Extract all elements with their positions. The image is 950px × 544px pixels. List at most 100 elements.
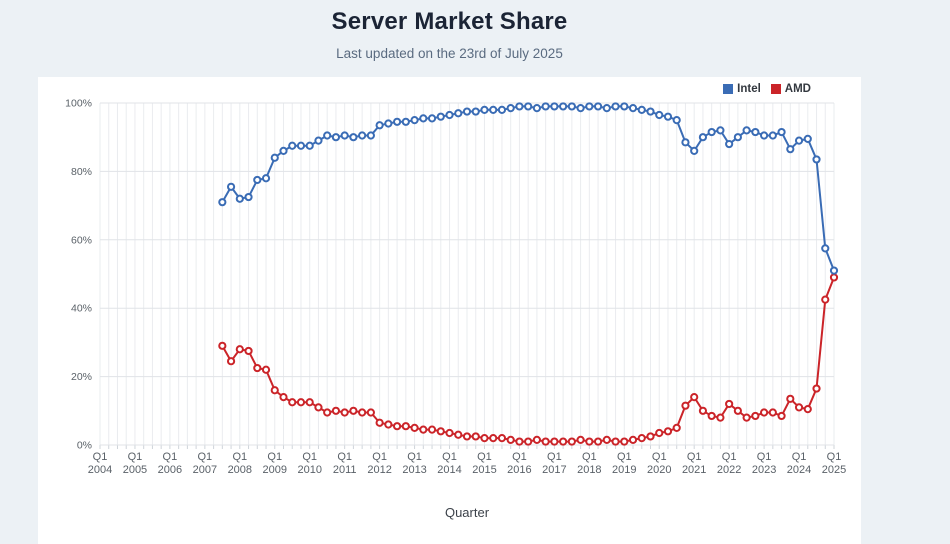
x-tick-quarter-label: Q1: [477, 451, 492, 463]
amd-data-point: [541, 437, 550, 446]
intel-data-point: [524, 102, 533, 111]
amd-data-point: [279, 393, 288, 402]
x-tick-quarter-label: Q1: [267, 451, 282, 463]
amd-data-point: [314, 403, 323, 412]
page-subtitle: Last updated on the 23rd of July 2025: [336, 46, 563, 61]
amd-data-point: [270, 386, 279, 395]
x-tick-year-label: 2006: [158, 464, 182, 476]
intel-data-point: [576, 104, 585, 113]
amd-data-point: [698, 406, 708, 415]
legend: Intel AMD: [723, 83, 811, 95]
intel-data-point: [751, 127, 760, 137]
intel-data-point: [690, 146, 699, 155]
amd-data-point: [786, 394, 795, 403]
amd-data-point: [716, 413, 725, 422]
amd-data-point: [690, 393, 699, 402]
y-tick-label: 40%: [71, 303, 92, 315]
amd-data-point: [296, 398, 306, 407]
intel-data-point: [759, 131, 769, 140]
intel-data-point: [366, 131, 375, 140]
amd-data-point: [218, 341, 227, 350]
x-tick-year-label: 2005: [123, 464, 147, 476]
amd-data-point: [445, 428, 454, 438]
x-tick-quarter-label: Q1: [232, 451, 247, 463]
x-tick-quarter-label: Q1: [547, 451, 562, 463]
x-tick-year-label: 2008: [228, 464, 252, 476]
intel-data-point: [725, 139, 734, 149]
amd-data-point: [777, 411, 786, 421]
amd-data-point: [768, 408, 777, 417]
amd-data-point: [331, 406, 341, 415]
amd-data-point: [392, 422, 402, 431]
x-tick-year-label: 2007: [193, 464, 217, 476]
intel-data-point: [454, 109, 463, 118]
intel-data-point: [270, 153, 279, 162]
amd-data-point: [462, 432, 472, 441]
intel-data-point: [436, 112, 445, 121]
x-tick-quarter-label: Q1: [163, 451, 178, 463]
x-tick-quarter-label: Q1: [128, 451, 143, 463]
intel-data-point: [392, 117, 402, 126]
amd-swatch-icon: [770, 84, 781, 94]
amd-data-point: [550, 437, 559, 446]
x-tick-year-label: 2004: [88, 464, 112, 476]
intel-data-point: [244, 192, 253, 202]
intel-data-point: [698, 133, 708, 142]
amd-data-point: [725, 399, 734, 409]
x-tick-quarter-label: Q1: [337, 451, 352, 463]
intel-data-point: [261, 174, 271, 183]
amd-data-point: [366, 408, 375, 417]
chart-svg: 0%20%40%60%80%100%Q12004Q12005Q12006Q120…: [65, 98, 846, 521]
amd-data-point: [419, 425, 428, 434]
x-tick-year-label: 2012: [367, 464, 391, 476]
x-tick-quarter-label: Q1: [652, 451, 667, 463]
amd-data-point: [620, 437, 629, 446]
intel-data-point: [305, 141, 314, 150]
amd-data-point: [751, 411, 760, 421]
amd-data-point: [637, 434, 646, 443]
intel-data-point: [401, 117, 410, 126]
intel-data-point: [681, 138, 690, 147]
amd-data-point: [794, 403, 804, 412]
x-tick-quarter-label: Q1: [442, 451, 457, 463]
intel-data-point: [279, 146, 288, 155]
x-tick-year-label: 2015: [472, 464, 496, 476]
amd-data-point: [226, 357, 236, 366]
x-tick-year-label: 2014: [437, 464, 461, 476]
chart-card: Intel AMD 0% 20% 40% 60% 80% 100% Q1 2004 Q1 2005 Q…: [38, 77, 861, 544]
intel-data-point: [515, 102, 524, 111]
intel-data-point: [733, 133, 742, 142]
amd-data-point: [821, 295, 830, 304]
intel-data-point: [646, 107, 655, 116]
intel-data-point: [672, 116, 681, 125]
intel-data-point: [218, 198, 227, 207]
amd-data-point: [427, 425, 437, 434]
amd-data-point: [672, 423, 681, 432]
amd-data-point: [524, 437, 533, 446]
amd-data-point: [707, 411, 716, 421]
intel-data-point: [445, 110, 454, 120]
intel-data-point: [427, 114, 437, 123]
legend-item-intel[interactable]: Intel: [723, 83, 761, 95]
amd-data-point: [559, 437, 568, 446]
x-tick-year-label: 2009: [263, 464, 287, 476]
y-tick-label: 60%: [71, 234, 92, 246]
amd-data-point: [497, 434, 507, 443]
amd-data-point: [323, 408, 332, 417]
y-tick-label: 0%: [77, 440, 92, 452]
x-tick-year-label: 2022: [717, 464, 741, 476]
amd-data-point: [759, 408, 769, 417]
amd-data-point: [235, 345, 244, 354]
x-tick-year-label: 2024: [787, 464, 811, 476]
intel-data-point: [384, 119, 393, 128]
amd-data-point: [436, 427, 445, 436]
intel-data-point: [296, 141, 306, 150]
y-tick-label: 100%: [65, 98, 92, 110]
amd-data-point: [733, 406, 742, 415]
x-axis-title: Quarter: [445, 505, 490, 520]
amd-data-point: [244, 346, 253, 356]
legend-item-amd[interactable]: AMD: [770, 83, 811, 95]
intel-data-point: [637, 105, 646, 114]
amd-data-point: [611, 437, 620, 446]
x-tick-quarter-label: Q1: [372, 451, 387, 463]
